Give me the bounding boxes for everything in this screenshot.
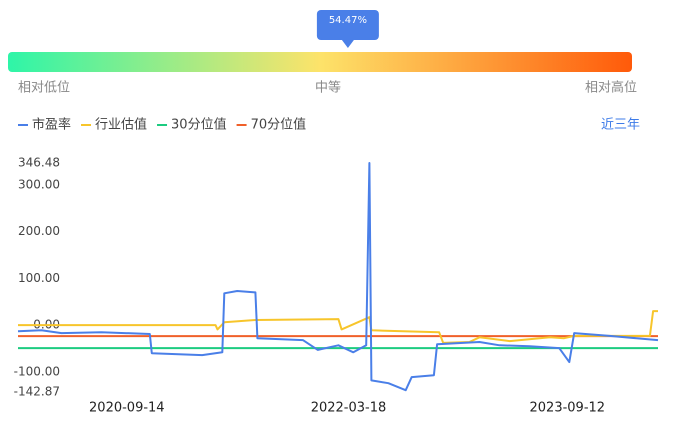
gauge-pointer — [341, 40, 354, 48]
series-line — [18, 310, 658, 344]
x-tick-label: 2023-09-12 — [530, 401, 606, 416]
range-link[interactable]: 近三年 — [601, 118, 640, 133]
gauge-value-label: 54.47% — [329, 15, 367, 26]
y-tick-label: 200.00 — [18, 224, 60, 238]
x-tick-label: 2022-03-18 — [311, 401, 387, 416]
legend-label: 市盈率 — [32, 117, 71, 133]
legend-label: 行业估值 — [95, 117, 147, 133]
y-tick-label: 100.00 — [18, 271, 60, 285]
legend-label: 30分位值 — [171, 117, 227, 133]
y-tick-label: 300.00 — [18, 177, 60, 191]
gauge-label: 相对低位 — [18, 81, 70, 96]
gauge-marker: 54.47% — [316, 10, 379, 48]
gauge-label: 相对高位 — [585, 80, 637, 96]
legend-label: 70分位值 — [251, 117, 307, 133]
y-tick-label: 346.48 — [18, 156, 60, 170]
gauge-label: 中等 — [315, 80, 341, 96]
y-tick-label: -100.00 — [14, 364, 60, 378]
x-tick-label: 2020-09-14 — [89, 401, 165, 416]
y-tick-label: -142.87 — [14, 385, 60, 399]
gauge-bar — [8, 52, 632, 72]
series-line — [17, 162, 659, 392]
gauge-tooltip — [316, 10, 379, 40]
